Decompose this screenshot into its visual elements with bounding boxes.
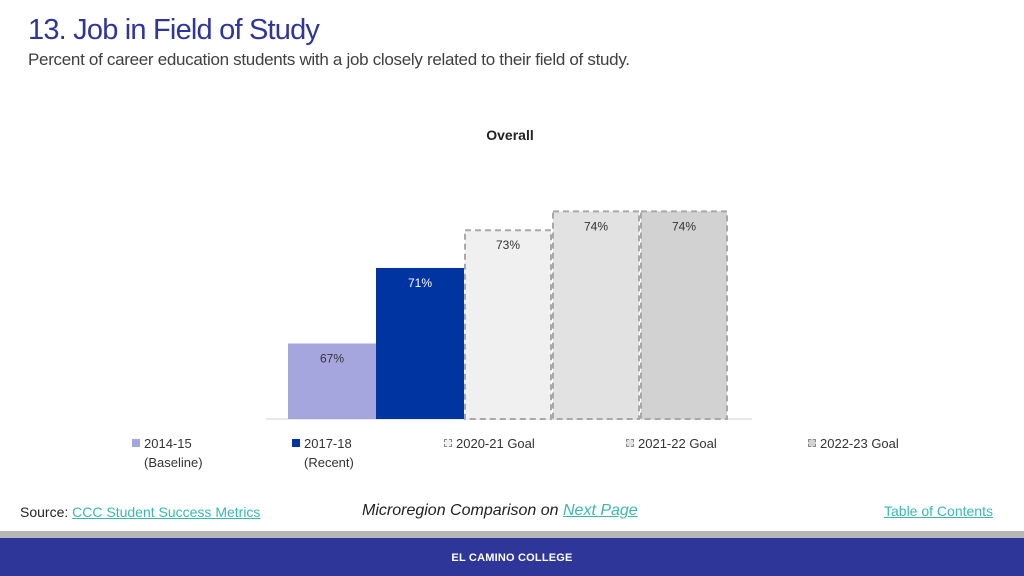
bar-recent xyxy=(376,267,464,419)
legend-label-line2: (Baseline) xyxy=(144,455,203,470)
footer-divider xyxy=(0,531,1024,538)
chart-title: Overall xyxy=(486,127,533,143)
page-title: 13. Job in Field of Study xyxy=(28,14,320,46)
legend-item-baseline: 2014-15 (Baseline) xyxy=(132,434,203,472)
bar-baseline xyxy=(288,343,376,419)
bars-group xyxy=(288,210,728,420)
legend-swatch-baseline xyxy=(132,439,140,447)
microregion-text: Microregion Comparison on xyxy=(362,502,559,519)
source-note: Source: CCC Student Success Metrics xyxy=(20,504,260,520)
data-label-goal-2022-23: 74% xyxy=(672,219,696,233)
bar-chart: Overall 67% 71% 73% 74% 74% xyxy=(266,127,752,420)
data-label-goal-2021-22: 74% xyxy=(584,219,608,233)
legend-label-line1: 2017-18 xyxy=(304,436,352,451)
table-of-contents-link[interactable]: Table of Contents xyxy=(884,503,993,519)
legend-swatch-goal-2022-23 xyxy=(808,439,816,447)
microregion-note: Microregion Comparison on Next Page xyxy=(362,502,638,520)
legend-label-line1: 2021-22 Goal xyxy=(638,436,717,451)
source-label: Source: xyxy=(20,504,69,520)
legend-label-line1: 2014-15 xyxy=(144,436,192,451)
legend-item-goal-2021-22: 2021-22 Goal xyxy=(626,434,717,453)
data-label-goal-2020-21: 73% xyxy=(496,238,520,252)
bar-goal-2021-22 xyxy=(552,210,640,420)
legend-label-line1: 2022-23 Goal xyxy=(820,436,899,451)
footer-brand-bar: EL CAMINO COLLEGE xyxy=(0,538,1024,576)
bar-goal-2022-23 xyxy=(640,210,728,420)
legend-swatch-recent xyxy=(292,439,300,447)
data-label-recent: 71% xyxy=(408,276,432,290)
bar-goal-2020-21 xyxy=(464,229,552,420)
page-subtitle: Percent of career education students wit… xyxy=(28,50,630,69)
legend-swatch-goal-2020-21 xyxy=(444,439,452,447)
data-label-baseline: 67% xyxy=(320,351,344,365)
legend-swatch-goal-2021-22 xyxy=(626,439,634,447)
data-labels-group: 67% 71% 73% 74% 74% xyxy=(320,219,696,365)
legend-item-recent: 2017-18 (Recent) xyxy=(292,434,354,472)
legend-label-line1: 2020-21 Goal xyxy=(456,436,535,451)
next-page-link[interactable]: Next Page xyxy=(562,502,638,519)
legend-item-goal-2022-23: 2022-23 Goal xyxy=(808,434,899,453)
legend-item-goal-2020-21: 2020-21 Goal xyxy=(444,434,535,453)
legend-label-line2: (Recent) xyxy=(304,455,354,470)
source-link[interactable]: CCC Student Success Metrics xyxy=(72,504,261,520)
